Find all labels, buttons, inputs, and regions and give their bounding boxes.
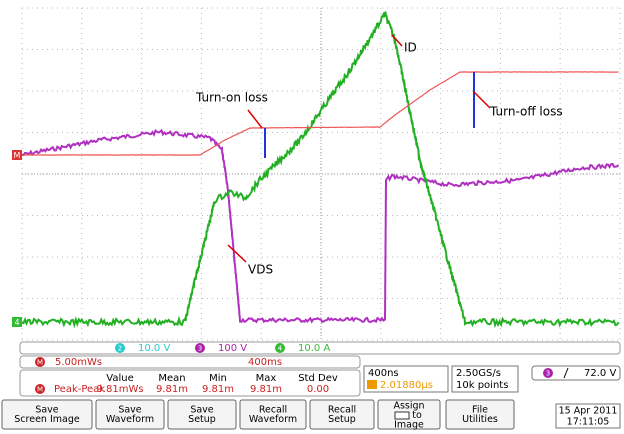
math-scale: 5.00mWs bbox=[55, 357, 102, 368]
sample-rate: 2.50GS/s bbox=[456, 368, 501, 379]
date: 15 Apr 2011 bbox=[559, 406, 618, 417]
math-time: 400ms bbox=[248, 357, 282, 368]
trigger-level: 72.0 V bbox=[584, 368, 616, 379]
button-label: Screen Image bbox=[14, 414, 80, 425]
channel-badge-label: 2 bbox=[118, 345, 122, 353]
channel-scale: 10.0 V bbox=[138, 343, 170, 354]
meas-value: 0.00 bbox=[307, 384, 329, 395]
math-badge-label: M bbox=[37, 359, 43, 367]
meas-header: Std Dev bbox=[298, 373, 338, 384]
annotation: Turn-on loss bbox=[195, 91, 268, 105]
trigger-badge-label: 3 bbox=[546, 370, 550, 378]
trigger-pos-icon bbox=[367, 380, 377, 389]
button-label: Waveform bbox=[249, 414, 297, 425]
oscilloscope-screen: Turn-on loss ID Turn-off loss VDS M 4 2 1… bbox=[0, 0, 624, 430]
channel-scale: 10.0 A bbox=[298, 343, 330, 354]
meas-header: Value bbox=[106, 373, 133, 384]
record-length: 10k points bbox=[456, 380, 508, 391]
button-label: Utilities bbox=[462, 414, 498, 425]
meas-badge-label: M bbox=[37, 386, 43, 394]
button-label: Setup bbox=[188, 414, 216, 425]
button-label: Setup bbox=[328, 414, 356, 425]
meas-header: Mean bbox=[158, 373, 185, 384]
math-marker-label: M bbox=[14, 151, 21, 160]
time: 17:11:05 bbox=[567, 417, 610, 428]
channel-scale: 100 V bbox=[218, 343, 247, 354]
meas-header: Max bbox=[256, 373, 277, 384]
channel-badge-label: 4 bbox=[278, 345, 283, 353]
timebase-position: 2.01880µs bbox=[380, 380, 433, 391]
button-label: Image bbox=[394, 420, 424, 431]
button-label: Waveform bbox=[106, 414, 154, 425]
annotation: ID bbox=[404, 41, 417, 55]
channel-readouts: 2 10.0 V 3 100 V 4 10.0 A bbox=[115, 343, 330, 354]
meas-value: 9.81mWs bbox=[96, 384, 143, 395]
meas-value: 9.81m bbox=[202, 384, 234, 395]
meas-value: 9.81m bbox=[156, 384, 188, 395]
meas-header: Min bbox=[209, 373, 227, 384]
channel-badge-label: 3 bbox=[198, 345, 202, 353]
ch4-marker-label: 4 bbox=[14, 318, 19, 327]
meas-value: 9.81m bbox=[250, 384, 282, 395]
annotation: VDS bbox=[248, 263, 273, 277]
button-icon bbox=[395, 412, 409, 419]
timebase-scale: 400ns bbox=[368, 368, 399, 379]
annotation: Turn-off loss bbox=[489, 105, 563, 119]
